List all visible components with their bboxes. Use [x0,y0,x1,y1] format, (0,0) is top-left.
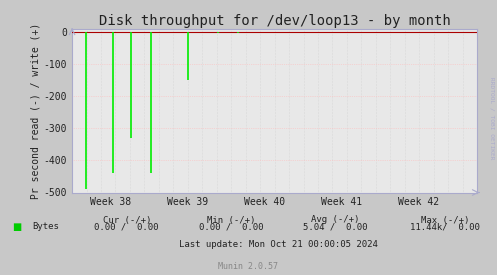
Text: Max (-/+): Max (-/+) [420,216,469,224]
Y-axis label: Pr second read (-) / write (+): Pr second read (-) / write (+) [31,23,41,199]
Text: RRDTOOL / TOBI OETIKER: RRDTOOL / TOBI OETIKER [490,77,495,160]
Text: Avg (-/+): Avg (-/+) [311,216,360,224]
Text: Last update: Mon Oct 21 00:00:05 2024: Last update: Mon Oct 21 00:00:05 2024 [179,240,378,249]
Text: 11.44k/  0.00: 11.44k/ 0.00 [410,222,480,231]
Text: Munin 2.0.57: Munin 2.0.57 [219,262,278,271]
Text: 0.00 /  0.00: 0.00 / 0.00 [94,222,159,231]
Text: Min (-/+): Min (-/+) [207,216,255,224]
Title: Disk throughput for /dev/loop13 - by month: Disk throughput for /dev/loop13 - by mon… [99,14,450,28]
Text: 0.00 /  0.00: 0.00 / 0.00 [199,222,263,231]
Text: Cur (-/+): Cur (-/+) [102,216,151,224]
Text: Bytes: Bytes [32,222,59,231]
Text: ■: ■ [12,222,22,232]
Text: 5.04 /  0.00: 5.04 / 0.00 [303,222,368,231]
